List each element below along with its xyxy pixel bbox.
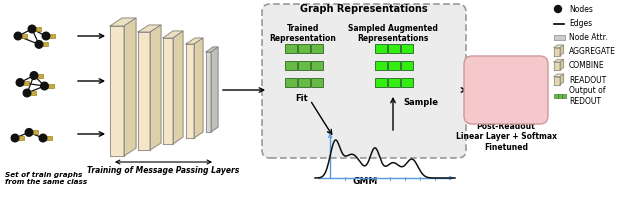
FancyBboxPatch shape	[285, 78, 297, 87]
FancyBboxPatch shape	[311, 61, 323, 70]
Polygon shape	[138, 32, 150, 150]
Polygon shape	[163, 38, 173, 144]
Text: Trained
Representation: Trained Representation	[269, 24, 337, 43]
Circle shape	[14, 32, 22, 40]
Circle shape	[16, 79, 24, 86]
FancyBboxPatch shape	[285, 61, 297, 70]
Bar	[34, 27, 41, 31]
Circle shape	[11, 134, 19, 142]
FancyBboxPatch shape	[401, 78, 413, 87]
FancyBboxPatch shape	[375, 44, 387, 53]
Bar	[41, 42, 48, 46]
FancyBboxPatch shape	[558, 94, 561, 98]
Circle shape	[42, 32, 50, 40]
Polygon shape	[560, 74, 563, 85]
Polygon shape	[554, 62, 560, 70]
Polygon shape	[138, 25, 161, 32]
Polygon shape	[163, 31, 183, 38]
Circle shape	[554, 6, 561, 12]
Text: READOUT: READOUT	[569, 76, 606, 85]
Circle shape	[25, 129, 33, 136]
FancyBboxPatch shape	[401, 44, 413, 53]
Bar	[22, 81, 29, 85]
FancyBboxPatch shape	[554, 35, 565, 40]
Circle shape	[41, 82, 48, 90]
FancyBboxPatch shape	[262, 4, 466, 158]
Text: Sampled Augmented
Representations: Sampled Augmented Representations	[348, 24, 438, 43]
Polygon shape	[150, 25, 161, 150]
FancyBboxPatch shape	[298, 78, 310, 87]
Text: Graph Representations: Graph Representations	[300, 4, 428, 14]
Polygon shape	[173, 31, 183, 144]
Polygon shape	[110, 26, 124, 156]
Polygon shape	[124, 18, 136, 156]
Polygon shape	[206, 47, 218, 52]
FancyBboxPatch shape	[298, 44, 310, 53]
Circle shape	[35, 41, 43, 48]
Text: GMM: GMM	[352, 177, 378, 186]
FancyBboxPatch shape	[298, 61, 310, 70]
Polygon shape	[194, 38, 203, 138]
Bar	[31, 130, 38, 134]
Bar	[48, 34, 55, 38]
Polygon shape	[110, 18, 136, 26]
FancyBboxPatch shape	[401, 61, 413, 70]
Polygon shape	[554, 74, 563, 76]
FancyBboxPatch shape	[464, 56, 548, 124]
FancyBboxPatch shape	[388, 44, 400, 53]
Text: Nodes: Nodes	[569, 5, 593, 13]
FancyBboxPatch shape	[562, 94, 566, 98]
Polygon shape	[211, 47, 218, 132]
FancyBboxPatch shape	[285, 44, 297, 53]
Polygon shape	[554, 76, 560, 85]
Text: Node Attr.: Node Attr.	[569, 33, 607, 42]
FancyBboxPatch shape	[388, 61, 400, 70]
Text: Fit: Fit	[295, 94, 308, 103]
Text: Set of train graphs
from the same class: Set of train graphs from the same class	[5, 172, 87, 185]
Bar	[45, 136, 52, 140]
Polygon shape	[554, 45, 563, 48]
FancyBboxPatch shape	[375, 78, 387, 87]
Bar	[47, 84, 54, 88]
Polygon shape	[554, 48, 560, 55]
Circle shape	[39, 134, 47, 142]
Polygon shape	[560, 60, 563, 70]
Bar	[17, 136, 24, 140]
Polygon shape	[186, 44, 194, 138]
Polygon shape	[554, 60, 563, 62]
Text: Training of Message Passing Layers: Training of Message Passing Layers	[87, 166, 239, 175]
Polygon shape	[186, 38, 203, 44]
Circle shape	[23, 89, 31, 97]
FancyBboxPatch shape	[375, 61, 387, 70]
Text: COMBINE: COMBINE	[569, 62, 605, 70]
Polygon shape	[206, 52, 211, 132]
FancyBboxPatch shape	[554, 94, 557, 98]
Bar	[20, 34, 27, 38]
Text: Edges: Edges	[569, 19, 592, 28]
Circle shape	[28, 25, 36, 33]
FancyBboxPatch shape	[311, 44, 323, 53]
Text: Output of
REDOUT: Output of REDOUT	[569, 86, 605, 106]
Text: Post-Readout
Linear Layer + Softmax
Finetuned: Post-Readout Linear Layer + Softmax Fine…	[456, 122, 557, 152]
Text: Sample: Sample	[403, 98, 438, 107]
Text: AGGREGATE: AGGREGATE	[569, 47, 616, 56]
Bar	[29, 91, 36, 95]
Polygon shape	[560, 45, 563, 55]
Bar	[36, 73, 43, 77]
FancyBboxPatch shape	[311, 78, 323, 87]
FancyBboxPatch shape	[388, 78, 400, 87]
Circle shape	[30, 72, 38, 79]
